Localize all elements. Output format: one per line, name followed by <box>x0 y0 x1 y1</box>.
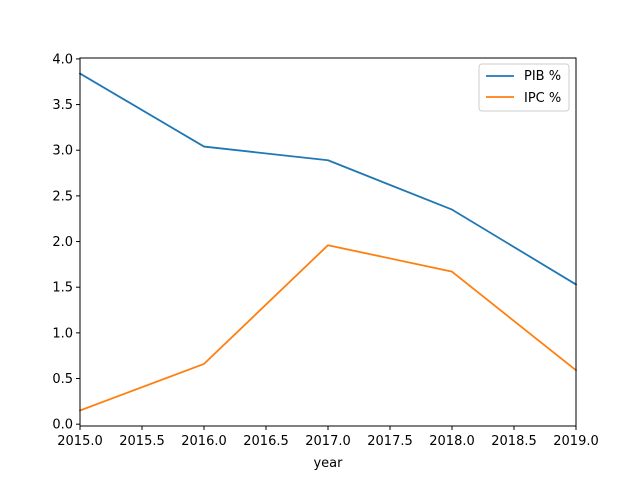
y-tick-label: 4.0 <box>52 52 73 67</box>
axes-layer: 2015.0 2015.5 2016.0 2016.5 2017.0 2017.5 2018… <box>52 52 598 449</box>
y-tick-label: 2.0 <box>52 235 73 250</box>
series-line-ipc <box>78 244 578 412</box>
plot-frame <box>79 57 577 427</box>
series-layer <box>78 72 578 412</box>
x-tick-label: 2019.0 <box>553 434 599 449</box>
x-tick-label: 2015.5 <box>119 434 165 449</box>
x-tick-label: 2018.0 <box>429 434 475 449</box>
y-tick-label: 0.0 <box>52 418 73 433</box>
y-tick-label: 1.5 <box>52 281 73 296</box>
legend-label-pib: PIB % <box>524 69 561 84</box>
series-line-pib <box>78 72 578 286</box>
plot-area <box>80 58 576 426</box>
y-tick-label: 0.5 <box>52 372 73 387</box>
x-tick-label: 2018.5 <box>491 434 537 449</box>
legend: PIB % IPC % <box>478 63 570 112</box>
x-tick-label: 2017.5 <box>367 434 413 449</box>
x-axis-label: year <box>313 456 343 471</box>
y-tick-label: 2.5 <box>52 189 73 204</box>
y-tick-label: 3.5 <box>52 98 73 113</box>
legend-label-ipc: IPC % <box>524 91 561 106</box>
x-tick-label: 2016.0 <box>181 434 227 449</box>
y-tick-label: 3.0 <box>52 144 73 159</box>
x-tick-label: 2016.5 <box>243 434 289 449</box>
x-tick-label: 2015.0 <box>57 434 103 449</box>
x-tick-label: 2017.0 <box>305 434 351 449</box>
y-tick-label: 1.0 <box>52 326 73 341</box>
